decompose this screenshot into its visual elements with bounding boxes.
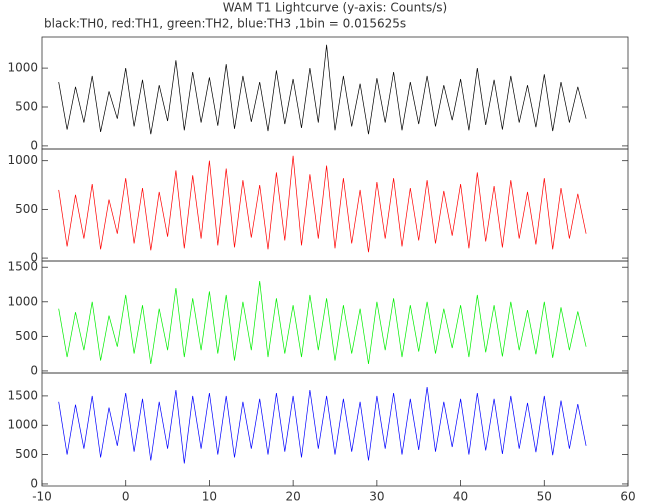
y-tick-label: 0 <box>30 138 38 152</box>
y-tick-label: 0 <box>30 251 38 265</box>
y-tick-label: 0 <box>30 363 38 377</box>
x-tick-label: 50 <box>537 490 552 504</box>
y-tick-label: 1000 <box>7 418 38 432</box>
panel-frame <box>41 148 629 262</box>
y-tick-label: 1500 <box>7 388 38 402</box>
light-curve <box>58 387 587 464</box>
chart-title: WAM T1 Lightcurve (y-axis: Counts/s) <box>223 1 447 15</box>
panel-frame <box>41 372 629 487</box>
light-curve <box>58 155 587 253</box>
x-tick-label: 30 <box>369 490 384 504</box>
y-tick-label: 1000 <box>7 153 38 167</box>
y-tick-label: 500 <box>15 202 38 216</box>
panel-frame <box>41 260 629 374</box>
y-tick-label: 1000 <box>7 61 38 75</box>
x-tick-label: 20 <box>286 490 301 504</box>
y-tick-label: 0 <box>30 476 38 490</box>
x-tick-label: -10 <box>32 490 52 504</box>
light-curve <box>58 44 587 135</box>
chart-subtitle: black:TH0, red:TH1, green:TH2, blue:TH3 … <box>44 17 406 31</box>
panel-frame <box>41 36 629 150</box>
x-tick-label: 60 <box>620 490 635 504</box>
y-tick-label: 1500 <box>7 260 38 274</box>
x-tick-label: 40 <box>453 490 468 504</box>
y-tick-label: 500 <box>15 100 38 114</box>
y-tick-label: 500 <box>15 447 38 461</box>
light-curve <box>58 280 587 365</box>
y-tick-label: 500 <box>15 329 38 343</box>
x-tick-label: 10 <box>202 490 217 504</box>
x-tick-label: 0 <box>122 490 130 504</box>
y-tick-label: 1000 <box>7 294 38 308</box>
